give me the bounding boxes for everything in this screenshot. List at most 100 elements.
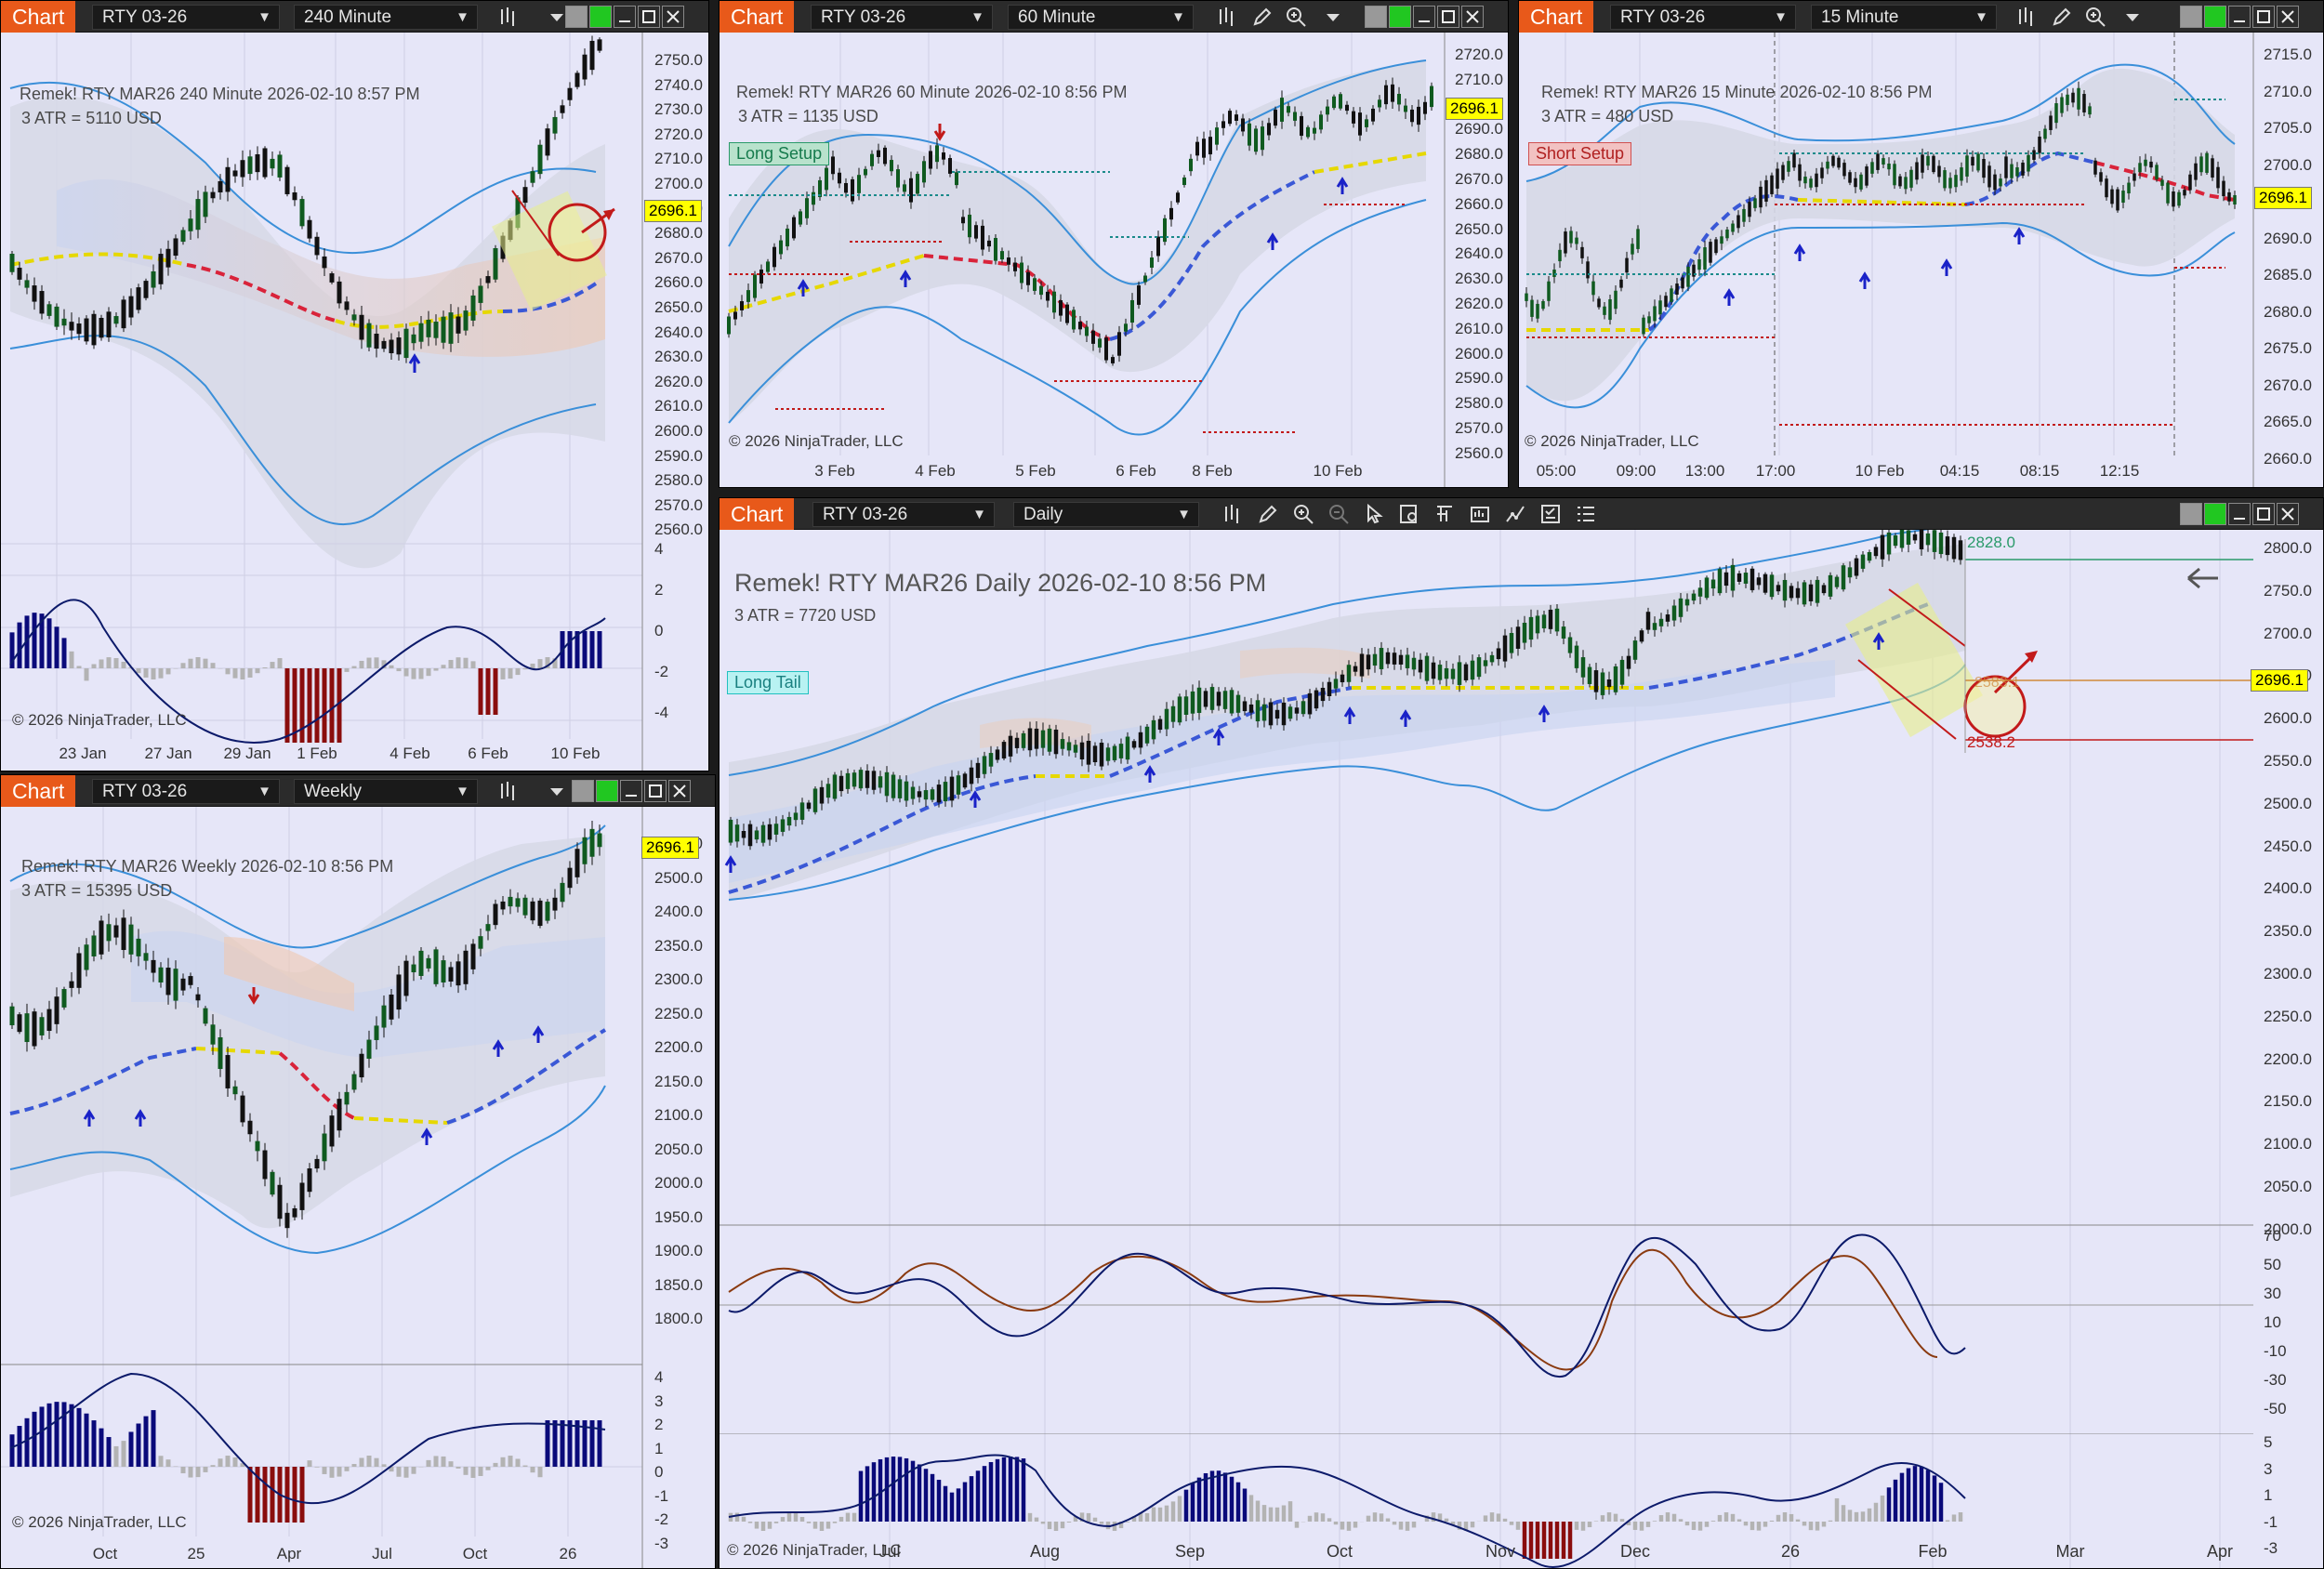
- histogram-bar: [597, 1420, 602, 1467]
- histogram-bar: [143, 668, 149, 678]
- minimize-icon[interactable]: [2228, 6, 2251, 28]
- drawing-tools-icon[interactable]: [1433, 503, 1456, 525]
- bars-type-icon[interactable]: [2015, 6, 2038, 28]
- link-green-icon[interactable]: [589, 6, 612, 28]
- dropdown-icon[interactable]: [546, 6, 568, 28]
- theme-gray-icon[interactable]: [572, 780, 594, 802]
- bars-type-icon[interactable]: [1216, 6, 1238, 28]
- time-axis: 05:00 09:00 13:00 17:00 10 Feb 04:15 08:15 12:1…: [1519, 458, 2253, 486]
- maximize-icon[interactable]: [2252, 503, 2275, 525]
- theme-gray-icon[interactable]: [565, 6, 588, 28]
- interval-selector[interactable]: 15 Minute ▼: [1811, 5, 1997, 30]
- indicators-icon[interactable]: [1504, 503, 1526, 525]
- candle-body: [337, 281, 342, 304]
- zoom-in-icon[interactable]: [1292, 503, 1314, 525]
- theme-gray-icon[interactable]: [2180, 6, 2202, 28]
- dropdown-icon[interactable]: [546, 780, 568, 802]
- bars-type-icon[interactable]: [497, 6, 520, 28]
- candle-body: [1293, 112, 1297, 121]
- link-green-icon[interactable]: [2204, 503, 2226, 525]
- candle-body: [1340, 674, 1345, 683]
- chart-area[interactable]: Remek! RTY MAR26 15 Minute 2026-02-10 8:…: [1519, 33, 2323, 487]
- chart-area[interactable]: Remek! RTY MAR26 Weekly 2026-02-10 8:56 …: [1, 807, 715, 1568]
- close-icon[interactable]: [668, 780, 691, 802]
- zoom-out-icon[interactable]: [1327, 503, 1350, 525]
- bars-type-icon[interactable]: [497, 780, 520, 802]
- axis-tick-label: 2050.0: [2264, 1178, 2312, 1195]
- pencil-icon[interactable]: [2051, 6, 2073, 28]
- link-green-icon[interactable]: [2204, 6, 2226, 28]
- minimize-icon[interactable]: [614, 6, 636, 28]
- bars-type-icon[interactable]: [1221, 503, 1244, 525]
- candle-body: [121, 917, 126, 951]
- histogram-bar: [552, 1420, 558, 1467]
- histogram-bar: [1691, 1522, 1697, 1531]
- close-icon[interactable]: [1461, 6, 1484, 28]
- strategies-icon[interactable]: [1539, 503, 1562, 525]
- histogram-bar: [1431, 1512, 1436, 1522]
- minimize-icon[interactable]: [2228, 503, 2251, 525]
- chart-tab[interactable]: Chart: [1519, 1, 1594, 33]
- link-green-icon[interactable]: [1389, 6, 1411, 28]
- histogram-bar: [871, 1462, 877, 1522]
- pencil-icon[interactable]: [1251, 6, 1274, 28]
- maximize-icon[interactable]: [1437, 6, 1459, 28]
- instrument-selector[interactable]: RTY 03-26 ▼: [811, 5, 993, 30]
- candle-body: [1156, 236, 1160, 257]
- candle-body: [1060, 739, 1065, 749]
- axis-tick-label: 2670.0: [1455, 170, 1503, 188]
- candle-body: [1613, 666, 1618, 692]
- histogram-bar: [374, 657, 379, 668]
- candle-body: [1053, 729, 1059, 755]
- close-icon[interactable]: [2277, 6, 2299, 28]
- zoom-in-icon[interactable]: [1285, 6, 1307, 28]
- interval-selector[interactable]: Daily ▼: [1013, 502, 1199, 527]
- properties-icon[interactable]: [1575, 503, 1597, 525]
- instrument-selector[interactable]: RTY 03-26 ▼: [1610, 5, 1796, 30]
- close-icon[interactable]: [662, 6, 684, 28]
- zoom-in-icon[interactable]: [2084, 6, 2106, 28]
- axis-tick-label: 2700.0: [2264, 624, 2312, 642]
- candle-body: [456, 316, 461, 334]
- candle-body: [136, 287, 141, 310]
- candle-body: [812, 788, 818, 812]
- link-green-icon[interactable]: [596, 780, 618, 802]
- maximize-icon[interactable]: [2252, 6, 2275, 28]
- data-box-icon[interactable]: [1398, 503, 1420, 525]
- maximize-icon[interactable]: [644, 780, 667, 802]
- setup-badge: Short Setup: [1528, 142, 1632, 165]
- theme-gray-icon[interactable]: [1365, 6, 1387, 28]
- candle-body: [2194, 163, 2198, 180]
- pencil-icon[interactable]: [1257, 503, 1279, 525]
- time-tick-label: 04:15: [1939, 462, 1980, 480]
- maximize-icon[interactable]: [638, 6, 660, 28]
- chart-tab[interactable]: Chart: [1, 775, 76, 807]
- interval-selector[interactable]: Weekly ▼: [294, 779, 478, 804]
- axis-tick-label: 3: [654, 1391, 664, 1410]
- instrument-selector[interactable]: RTY 03-26 ▼: [92, 5, 280, 30]
- dropdown-icon[interactable]: [2121, 6, 2144, 28]
- pointer-icon[interactable]: [1363, 503, 1385, 525]
- interval-selector[interactable]: 60 Minute ▼: [1008, 5, 1194, 30]
- theme-gray-icon[interactable]: [2180, 503, 2202, 525]
- histogram-bar: [270, 662, 275, 668]
- snapshot-icon[interactable]: [1469, 503, 1491, 525]
- histogram-bar: [904, 1457, 909, 1522]
- close-icon[interactable]: [2277, 503, 2299, 525]
- chart-tab[interactable]: Chart: [720, 498, 795, 530]
- candle-body: [1697, 258, 1701, 270]
- instrument-selector[interactable]: RTY 03-26 ▼: [812, 502, 995, 527]
- chart-area[interactable]: Remek! RTY MAR26 Daily 2026-02-10 8:56 P…: [720, 530, 2323, 1568]
- minimize-icon[interactable]: [620, 780, 642, 802]
- chart-area[interactable]: Remek! RTY MAR26 60 Minute 2026-02-10 8:…: [720, 33, 1508, 487]
- chart-tab[interactable]: Chart: [720, 1, 795, 33]
- chart-tab[interactable]: Chart: [1, 1, 76, 33]
- minimize-icon[interactable]: [1413, 6, 1435, 28]
- chart-area[interactable]: © 2026 NinjaTrader, LLC Remek! RTY MAR26…: [1, 33, 708, 771]
- dropdown-icon[interactable]: [1322, 6, 1344, 28]
- histogram-bar: [1014, 1457, 1020, 1522]
- histogram-bar: [1196, 1477, 1202, 1522]
- instrument-selector[interactable]: RTY 03-26 ▼: [92, 779, 280, 804]
- interval-selector[interactable]: 240 Minute ▼: [294, 5, 478, 30]
- candle-body: [891, 774, 896, 798]
